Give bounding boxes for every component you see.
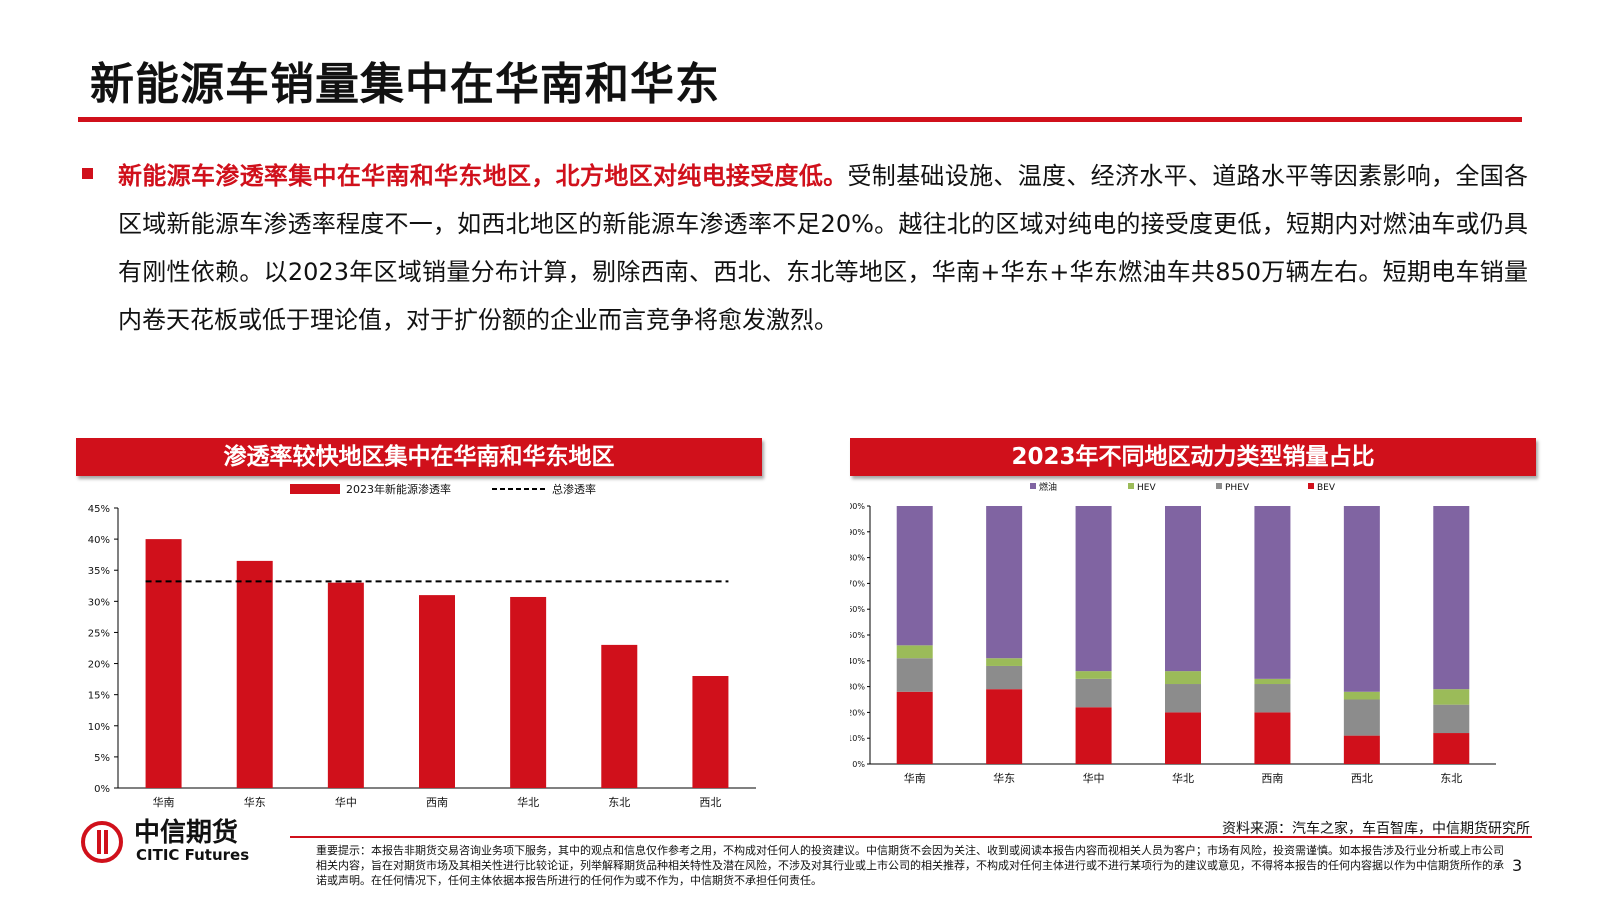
bar-segment-BEV-西北 — [1343, 735, 1380, 764]
legend-label-HEV: HEV — [1137, 483, 1156, 493]
bar-segment-燃油-西北 — [1343, 506, 1380, 692]
bar-segment-燃油-华南 — [896, 506, 933, 646]
bar-segment-燃油-华北 — [1165, 506, 1201, 672]
bar-segment-HEV-华北 — [1165, 671, 1201, 685]
y-tick-label: 70% — [850, 579, 865, 588]
y-tick-label: 5% — [94, 753, 110, 764]
bar-segment-PHEV-西北 — [1343, 699, 1380, 736]
legend-label-PHEV: PHEV — [1225, 483, 1250, 493]
legend-swatch-HEV — [1128, 483, 1134, 489]
x-tick-label: 华南 — [153, 795, 175, 809]
summary-body: 受制基础设施、温度、经济水平、道路水平等因素影响，全国各区域新能源车渗透率程度不… — [118, 162, 1529, 334]
left-chart-title: 渗透率较快地区集中在华南和华东地区 — [76, 438, 762, 476]
y-tick-label: 10% — [88, 722, 110, 733]
legend-swatch-燃油 — [1030, 483, 1036, 489]
bar-segment-BEV-华北 — [1165, 712, 1201, 764]
bullet-square-icon — [82, 168, 93, 179]
y-tick-label: 0% — [94, 784, 110, 795]
x-tick-label: 华北 — [517, 795, 539, 809]
y-tick-label: 40% — [850, 657, 865, 666]
bar-华东 — [236, 560, 273, 788]
y-tick-label: 10% — [850, 734, 865, 743]
y-tick-label: 25% — [88, 628, 110, 639]
bar-华南 — [145, 539, 182, 788]
bar-segment-燃油-华中 — [1075, 506, 1112, 672]
legend-label-燃油: 燃油 — [1039, 481, 1057, 493]
summary-paragraph: 新能源车渗透率集中在华南和华东地区，北方地区对纯电接受度低。受制基础设施、温度、… — [118, 152, 1528, 344]
bar-segment-PHEV-东北 — [1433, 704, 1470, 734]
bar-segment-PHEV-华南 — [896, 658, 933, 692]
y-tick-label: 50% — [850, 631, 865, 640]
y-tick-label: 0% — [852, 760, 865, 769]
bar-华北 — [510, 596, 547, 788]
bar-segment-PHEV-华北 — [1165, 684, 1201, 713]
bar-segment-HEV-西北 — [1343, 691, 1380, 700]
x-tick-label: 华中 — [1083, 771, 1105, 785]
y-tick-label: 30% — [850, 683, 865, 692]
x-tick-label: 东北 — [1440, 772, 1462, 785]
bar-segment-BEV-华东 — [986, 689, 1023, 764]
y-tick-label: 35% — [88, 566, 110, 577]
data-source-note: 资料来源：汽车之家，车百智库，中信期货研究所 — [1222, 821, 1530, 837]
citic-logo-icon — [81, 821, 123, 863]
legend-label-BEV: BEV — [1317, 483, 1336, 493]
y-tick-label: 90% — [850, 528, 865, 537]
bar-segment-PHEV-华中 — [1075, 678, 1112, 708]
x-tick-label: 华东 — [244, 795, 266, 809]
bar-西南 — [419, 595, 455, 788]
y-tick-label: 40% — [88, 535, 110, 546]
title-divider — [78, 117, 1522, 122]
bar-segment-燃油-东北 — [1433, 506, 1470, 690]
logo-chinese-name: 中信期货 — [134, 818, 239, 848]
page-title: 新能源车销量集中在华南和华东 — [90, 59, 720, 110]
y-tick-label: 60% — [850, 605, 865, 614]
x-tick-label: 东北 — [608, 796, 630, 809]
summary-highlight: 新能源车渗透率集中在华南和华东地区，北方地区对纯电接受度低。 — [118, 162, 848, 190]
x-tick-label: 华北 — [1172, 771, 1194, 785]
bar-segment-BEV-华中 — [1075, 707, 1112, 764]
bar-segment-燃油-华东 — [986, 506, 1023, 659]
y-tick-label: 80% — [850, 554, 865, 563]
x-tick-label: 华中 — [335, 795, 357, 809]
legend-label-total: 总渗透率 — [552, 482, 596, 496]
bar-segment-HEV-华东 — [986, 658, 1023, 666]
bar-segment-HEV-西南 — [1254, 678, 1291, 685]
bar-东北 — [601, 644, 638, 788]
bar-segment-燃油-西南 — [1254, 506, 1291, 679]
bar-segment-HEV-华中 — [1075, 671, 1112, 679]
y-tick-label: 20% — [850, 708, 865, 717]
legend-swatch-penetration — [290, 484, 340, 494]
bar-segment-HEV-华南 — [896, 645, 933, 659]
y-tick-label: 100% — [850, 502, 865, 511]
footer-divider — [290, 836, 1532, 838]
bar-segment-PHEV-华东 — [986, 665, 1023, 690]
y-tick-label: 20% — [88, 660, 110, 671]
y-tick-label: 45% — [88, 504, 110, 515]
disclaimer-text: 重要提示：本报告非期货交易咨询业务项下服务，其中的观点和信息仅作参考之用，不构成… — [316, 844, 1504, 887]
logo-english-name: CITIC Futures — [136, 846, 250, 864]
page-number: 3 — [1512, 856, 1523, 875]
x-tick-label: 西北 — [1351, 772, 1373, 785]
powertrain-stacked-chart: 燃油 HEV PHEV BEV 0% 10% 20% 30% 40% 50% 60% 70% 80% 90… — [850, 481, 1496, 785]
bar-segment-BEV-西南 — [1254, 712, 1291, 764]
y-tick-label: 30% — [88, 597, 110, 608]
x-tick-label: 西北 — [699, 796, 721, 809]
legend-swatch-PHEV — [1216, 483, 1222, 489]
legend-swatch-BEV — [1308, 483, 1314, 489]
bar-西北 — [692, 676, 729, 788]
bar-segment-HEV-东北 — [1433, 689, 1470, 705]
bar-segment-BEV-华南 — [896, 691, 933, 764]
bar-华中 — [327, 582, 364, 788]
x-tick-label: 西南 — [426, 796, 448, 809]
y-tick-label: 15% — [88, 691, 110, 702]
right-chart-title: 2023年不同地区动力类型销量占比 — [850, 438, 1536, 476]
x-tick-label: 西南 — [1261, 772, 1283, 785]
bar-segment-BEV-东北 — [1433, 733, 1470, 764]
penetration-bar-chart: 2023年新能源渗透率 总渗透率 0% 5% 10% 15% 20% 25% 30% 35% 40%… — [88, 482, 756, 809]
legend-label-penetration: 2023年新能源渗透率 — [346, 482, 451, 496]
x-tick-label: 华东 — [993, 771, 1015, 785]
bar-segment-PHEV-西南 — [1254, 684, 1291, 713]
x-tick-label: 华南 — [904, 771, 926, 785]
